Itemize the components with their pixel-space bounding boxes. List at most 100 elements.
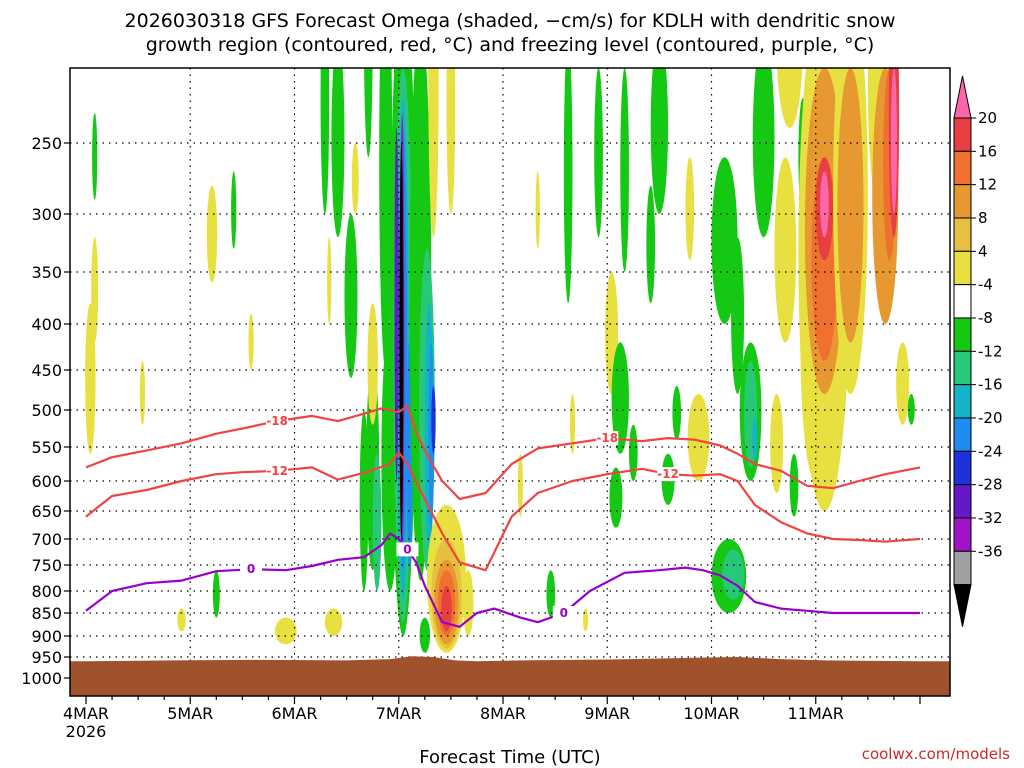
y-tick-label: 700 (31, 530, 62, 549)
colorbar-swatch (953, 450, 972, 486)
omega-shade-cell (419, 617, 431, 653)
omega-shade-cell (563, 68, 573, 304)
omega-shade-cell (85, 303, 96, 454)
omega-shade-cell (722, 549, 745, 600)
omega-shade-cell (820, 171, 829, 238)
colorbar-label: 20 (978, 109, 997, 127)
omega-shade-cell (331, 68, 345, 238)
omega-shading (85, 0, 915, 653)
colorbar-label: 4 (978, 242, 988, 260)
colorbar-swatch (953, 317, 972, 352)
omega-shade-cell (672, 386, 682, 440)
omega-shade-cell (351, 143, 359, 214)
x-axis-title: Forecast Time (UTC) (419, 747, 600, 768)
terrain-surface (70, 656, 950, 696)
temperature-contours: -18 -18 -12 -12 0 0 0 (85, 404, 921, 628)
contour-label: -18 (596, 431, 618, 445)
ground-surface (70, 656, 950, 696)
omega-shade-cell (364, 68, 373, 158)
y-tick-label: 900 (31, 627, 62, 646)
y-tick-label: 500 (31, 401, 62, 420)
x-tick-label: 4MAR (63, 704, 109, 723)
omega-shade-cell (374, 0, 379, 8)
colorbar-label: -20 (978, 409, 1003, 427)
contour-label: -18 (266, 414, 288, 428)
colorbar-label: -36 (978, 542, 1003, 560)
colorbar-swatch (953, 184, 972, 219)
omega-shade-cell (711, 157, 738, 324)
colorbar: 20 16 12 8 4 -4 -8 -12 -16 -20 -24 -28 -32 -36 (953, 75, 1003, 627)
colorbar-label: -4 (978, 276, 993, 294)
omega-shade-cell (359, 410, 369, 591)
omega-shade-cell (463, 570, 474, 636)
contour-label: 0 (247, 562, 255, 576)
contour-label: 0 (560, 606, 568, 620)
omega-shade-cell (327, 237, 332, 324)
omega-shade-cell (344, 214, 358, 378)
colorbar-swatch (953, 417, 972, 452)
omega-shade-cell (774, 157, 797, 343)
y-tick-label: 350 (31, 263, 62, 282)
omega-shade-cell (611, 342, 629, 454)
omega-shade-cell (441, 585, 452, 632)
omega-shade-cell (248, 313, 254, 370)
y-tick-label: 650 (31, 502, 62, 521)
omega-shade-cell (92, 112, 98, 200)
omega-shade-cell (777, 68, 803, 128)
omega-shade-cell (535, 171, 540, 249)
omega-shade-cell (907, 394, 915, 425)
omega-shade-cell (372, 453, 382, 591)
omega-shade-cell (367, 303, 378, 425)
omega-shade-cell (685, 157, 695, 261)
y-tick-label: 800 (31, 582, 62, 601)
y-tick-label: 300 (31, 205, 62, 224)
chart-title-line1: 2026030318 GFS Forecast Omega (shaded, −… (125, 10, 896, 32)
omega-shade-cell (446, 68, 456, 214)
colorbar-swatch (953, 550, 972, 586)
colorbar-label: 8 (978, 209, 988, 227)
colorbar-swatch (953, 384, 972, 419)
contour-freezing_level (85, 532, 920, 628)
omega-shade-cell (394, 128, 399, 481)
x-tick-label: 7MAR (376, 704, 422, 723)
x-tick-label: 5MAR (167, 704, 213, 723)
contour-label: -12 (657, 467, 679, 481)
x-tick-label: 9MAR (584, 704, 630, 723)
omega-shade-cell (908, 0, 915, 8)
x-tick-label: 11MAR (788, 704, 844, 723)
colorbar-swatch (953, 517, 972, 552)
x-tick-sublabel: 2026 (66, 722, 107, 741)
colorbar-label: -16 (978, 376, 1003, 394)
contour-dgz_top (85, 404, 921, 501)
contour-label: -12 (266, 464, 288, 478)
contour-label-bg (240, 562, 263, 577)
omega-shade-cell (517, 453, 523, 517)
colorbar-swatch (953, 217, 972, 252)
colorbar-top-arrow (953, 75, 972, 119)
plot-frame (69, 67, 951, 697)
omega-shade-cell (890, 68, 897, 214)
omega-shade-cell (650, 68, 669, 214)
y-tick-label: 850 (31, 604, 62, 623)
colorbar-swatch (953, 250, 972, 286)
contour-label-bg (266, 414, 289, 429)
chart-title-line2: growth region (contoured, red, °C) and f… (146, 34, 875, 56)
contour-label: 0 (403, 542, 411, 556)
colorbar-label: -12 (978, 342, 1003, 360)
y-tick-label: 600 (31, 472, 62, 491)
omega-shade-cell (770, 394, 784, 493)
x-tick-label: 6MAR (271, 704, 317, 723)
colorbar-label: -24 (978, 442, 1003, 460)
y-tick-label: 750 (31, 556, 62, 575)
site-credit-link[interactable]: coolwx.com/models (862, 745, 1010, 763)
omega-shade-cell (431, 386, 436, 454)
colorbar-label: -8 (978, 309, 993, 327)
colorbar-label: 16 (978, 142, 997, 160)
omega-shade-cell (324, 608, 343, 636)
omega-shade-cell (428, 342, 434, 528)
y-tick-label: 450 (31, 361, 62, 380)
omega-shade-cell (837, 68, 864, 343)
colorbar-swatch (953, 150, 972, 186)
